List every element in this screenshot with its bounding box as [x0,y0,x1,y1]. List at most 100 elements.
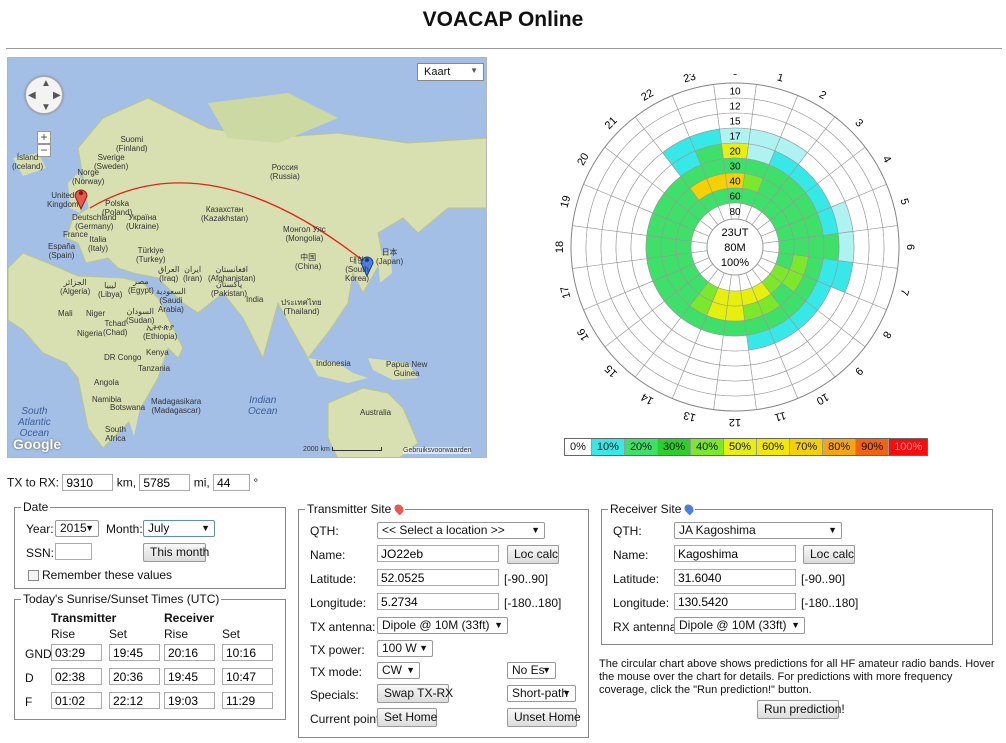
es-select[interactable]: No Es ▼ [507,662,556,679]
polar-cell[interactable] [675,238,692,256]
polar-cell[interactable] [721,334,749,352]
freq-ring-label: 17 [729,132,741,143]
distance-km-field[interactable] [62,474,114,491]
sun-time-field[interactable] [51,644,102,661]
pan-right-icon[interactable]: ▶ [53,90,61,101]
legend-swatch: 60% [756,439,790,455]
polar-cell[interactable] [600,229,618,265]
polar-cell[interactable] [570,225,588,269]
sun-time-field[interactable] [222,668,273,685]
rx-qth-select[interactable]: JA Kagoshima ▼ [674,522,842,539]
sun-time-field[interactable] [51,692,102,709]
polar-cell[interactable] [726,290,744,307]
polar-cell[interactable] [837,231,855,263]
pan-up-icon[interactable]: ▲ [41,78,51,89]
polar-cell[interactable] [615,231,633,263]
tx-lon-field[interactable] [377,593,499,610]
sun-time-field[interactable] [164,692,215,709]
rx-loc-calc-button[interactable]: Loc calc [803,545,855,564]
date-legend: Date [23,500,49,514]
polar-cell[interactable] [852,229,870,265]
polar-cell[interactable] [645,235,662,259]
rx-antenna-select[interactable]: Dipole @ 10M (33ft) ▼ [674,617,805,634]
chevron-down-icon: ▼ [419,643,428,653]
this-month-button[interactable]: This month [143,543,209,562]
sun-time-field[interactable] [222,692,273,709]
tx-qth-select[interactable]: << Select a location >> ▼ [377,522,545,539]
polar-cell[interactable] [725,305,745,322]
map-label: ایران (Iran) [183,265,203,283]
path-select[interactable]: Short-path ▼ [507,685,576,702]
checkbox-icon[interactable] [28,570,39,581]
zoom-in-button[interactable]: + [37,131,51,144]
rx-marker-icon[interactable] [360,253,374,277]
set-home-button[interactable]: Set Home [377,708,437,727]
chevron-down-icon: ▼ [201,523,210,533]
tx-marker-icon[interactable] [74,186,88,210]
sun-time-field[interactable] [109,692,160,709]
pan-control[interactable]: ▲ ▼ ◀ ▶ [25,76,63,114]
polar-cell[interactable] [793,237,810,257]
polar-cell[interactable] [808,235,825,259]
polar-cell[interactable] [723,320,747,337]
map-type-select[interactable]: Kaart ▼ [417,63,484,81]
tx-lat-field[interactable] [377,569,499,586]
polar-cell[interactable] [713,394,757,412]
tx-rise-head: Rise [51,627,76,641]
sun-time-field[interactable] [109,644,160,661]
page-title: VOACAP Online [422,8,584,31]
sun-time-field[interactable] [222,644,273,661]
specials-label: Specials: [310,688,359,702]
polar-cell[interactable] [717,364,753,382]
polar-cell[interactable] [719,349,751,367]
tx-loc-calc-button[interactable]: Loc calc [507,545,559,564]
rx-name-field[interactable] [674,545,796,562]
tx-name-field[interactable] [377,545,499,562]
map-label: Norge (Norway) [72,168,105,186]
polar-chart[interactable]: 0123456789101112131415161718192021222323… [548,74,928,434]
month-select[interactable]: July ▼ [143,520,215,537]
sun-time-field[interactable] [109,668,160,685]
map-label: Kenya [146,348,169,357]
tx-mode-select[interactable]: CW ▼ [377,662,420,679]
polar-cell[interactable] [715,379,755,397]
map-label: Казахстан (Kazakhstan) [201,205,249,223]
map-label: DR Congo [104,353,142,362]
tx-antenna-select[interactable]: Dipole @ 10M (33ft) ▼ [377,617,508,634]
polar-cell[interactable] [822,233,840,261]
polar-cell[interactable] [778,238,795,256]
tx-pin-icon [392,502,406,516]
hour-label: 21 [603,115,620,132]
polar-cell[interactable] [660,237,677,257]
rx-lat-field[interactable] [674,569,796,586]
legend-swatch: 20% [623,439,657,455]
polar-cell[interactable] [867,227,885,267]
run-prediction-button[interactable]: Run prediction! [757,700,845,719]
rx-lon-field[interactable] [674,593,796,610]
polar-cell[interactable] [585,227,603,267]
map-terms-link[interactable]: Gebruiksvoorwaarden [403,447,472,454]
sun-time-field[interactable] [164,668,215,685]
swap-tx-rx-button[interactable]: Swap TX-RX [377,684,453,703]
map-label: Tchad (Chad) [103,319,128,337]
sun-time-field[interactable] [164,644,215,661]
polar-cell[interactable] [630,233,648,261]
distance-mi-field[interactable] [139,474,191,491]
unset-home-button[interactable]: Unset Home [507,708,581,727]
hour-label: 14 [639,390,656,407]
polar-cell[interactable] [882,225,900,269]
map[interactable]: Kaart ▼ ▲ ▼ ◀ ▶ + − Suomi (Finland) Sverig… [7,57,487,458]
rx-lat-label: Latitude: [613,572,660,586]
remember-checkbox[interactable]: Remember these values [28,568,172,582]
tx-power-select[interactable]: 100 W ▼ [377,640,433,657]
year-select[interactable]: 2015 ▼ [55,520,99,537]
zoom-out-button[interactable]: − [37,144,51,157]
chevron-down-icon: ▼ [828,525,837,535]
pan-down-icon[interactable]: ▼ [41,102,51,113]
bearing-field[interactable] [213,474,251,491]
ssn-field[interactable] [55,543,92,560]
map-label: Россия (Russia) [270,163,300,181]
pan-left-icon[interactable]: ◀ [28,90,36,101]
sun-time-field[interactable] [51,668,102,685]
map-label: 대한 (South Korea) [345,256,370,283]
